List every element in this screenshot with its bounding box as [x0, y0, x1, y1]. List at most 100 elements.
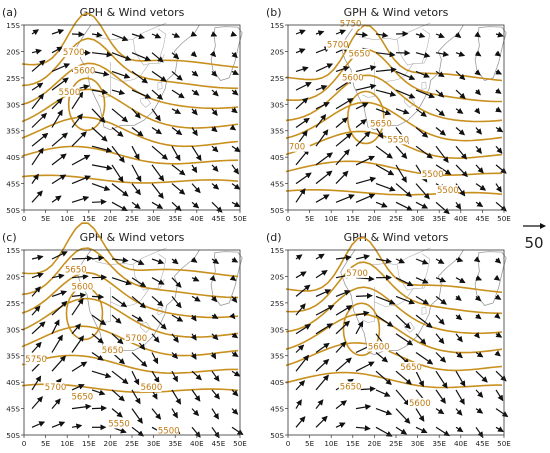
- wind-vector: [91, 51, 113, 58]
- wind-vector: [474, 31, 481, 38]
- wind-vector: [151, 201, 164, 209]
- wind-vector: [191, 145, 202, 162]
- wind-vector: [111, 183, 129, 197]
- wind-vector: [111, 389, 125, 402]
- wind-vector: [111, 370, 129, 385]
- wind-vector: [71, 423, 83, 430]
- wind-vector: [51, 97, 63, 110]
- wind-vector: [171, 258, 179, 265]
- country-border: [157, 81, 163, 90]
- wind-vector: [415, 426, 428, 434]
- x-tick-label: 20E: [104, 439, 118, 448]
- wind-vector: [191, 70, 199, 77]
- x-tick-label: 25E: [389, 439, 403, 448]
- gph-contour-5700: [285, 342, 503, 372]
- wind-vector: [91, 293, 105, 300]
- x-tick-label: 30E: [411, 214, 425, 223]
- gph-contour-5450: [285, 24, 503, 82]
- wind-vector: [191, 127, 198, 137]
- x-tick-label: 0: [286, 439, 291, 448]
- wind-vector: [111, 408, 123, 418]
- wind-vector: [375, 108, 392, 116]
- contour-label-bg: [366, 341, 389, 352]
- wind-vector: [455, 352, 463, 359]
- y-tick-label: 30S: [270, 325, 284, 334]
- y-tick-label: 20S: [6, 47, 20, 56]
- y-tick-label: 15S: [270, 21, 284, 30]
- wind-vector: [295, 416, 306, 428]
- wind-vector: [315, 415, 328, 428]
- gph-contour-5650: [21, 116, 239, 148]
- panel-d-wind-vectors: [295, 253, 509, 438]
- x-tick-label: 10E: [60, 439, 74, 448]
- panel-b-wind-vectors: [295, 29, 507, 215]
- wind-vector: [131, 108, 141, 119]
- wind-vector: [211, 426, 220, 439]
- wind-vector: [375, 145, 393, 159]
- wind-vector: [211, 258, 220, 264]
- wind-vector: [71, 383, 85, 391]
- wind-vector: [51, 77, 69, 91]
- wind-vector: [231, 89, 239, 96]
- contour-label: 5550: [387, 135, 409, 145]
- wind-vector: [495, 389, 504, 402]
- contour-label-bg: [408, 397, 430, 408]
- wind-vector: [51, 28, 65, 35]
- wind-vector: [375, 66, 397, 73]
- wind-vector: [335, 422, 346, 428]
- wind-vector: [231, 145, 241, 153]
- contour-label-bg: [124, 332, 147, 343]
- wind-vector: [51, 300, 68, 316]
- y-tick-label: 50S: [270, 206, 284, 215]
- x-tick-label: 0: [22, 439, 27, 448]
- wind-vector: [455, 89, 466, 100]
- wind-vector: [415, 295, 430, 305]
- x-tick-label: 15E: [82, 214, 96, 223]
- wind-vector: [151, 277, 165, 285]
- y-tick-label: 15S: [6, 246, 20, 255]
- wind-vector: [315, 102, 330, 110]
- wind-vector: [415, 201, 429, 209]
- wind-vector: [494, 294, 502, 300]
- wind-vector: [210, 31, 218, 37]
- contour-label: 5750: [25, 355, 47, 365]
- wind-vector: [51, 153, 67, 166]
- y-tick-label: 35S: [270, 127, 284, 136]
- wind-vector: [191, 370, 202, 381]
- wind-vector: [355, 310, 370, 317]
- contour-label: 5700: [126, 334, 148, 344]
- wind-vector: [111, 70, 131, 79]
- wind-vector: [31, 82, 44, 91]
- country-border: [421, 306, 427, 315]
- wind-vector: [131, 52, 152, 62]
- wind-vector: [395, 145, 408, 159]
- wind-vector: [151, 408, 162, 420]
- reference-vector-label: 50: [524, 234, 543, 252]
- wind-vector: [191, 389, 201, 402]
- y-tick-label: 50S: [6, 431, 20, 440]
- contour-label-bg: [156, 425, 179, 436]
- wind-vector: [190, 256, 198, 263]
- y-tick-label: 30S: [6, 100, 20, 109]
- contour-label: 5700: [63, 48, 85, 58]
- y-tick-label: 25S: [6, 299, 20, 308]
- wind-vector: [415, 183, 430, 200]
- wind-vector: [495, 126, 504, 133]
- wind-vector: [435, 89, 445, 98]
- wind-vector: [415, 314, 433, 329]
- wind-vector: [295, 29, 306, 36]
- wind-vector: [51, 355, 66, 372]
- x-tick-label: 40E: [454, 439, 468, 448]
- wind-vector: [91, 108, 106, 124]
- wind-vector: [375, 51, 396, 58]
- x-tick-label: 35E: [432, 439, 446, 448]
- coastline-madagascar: [474, 26, 507, 81]
- x-tick-label: 5E: [305, 439, 315, 448]
- y-tick-label: 40S: [270, 153, 284, 162]
- wind-vector: [31, 29, 40, 36]
- wind-vector: [171, 352, 178, 360]
- wind-vector: [51, 195, 62, 203]
- wind-vector: [355, 292, 373, 299]
- wind-vector: [211, 108, 218, 116]
